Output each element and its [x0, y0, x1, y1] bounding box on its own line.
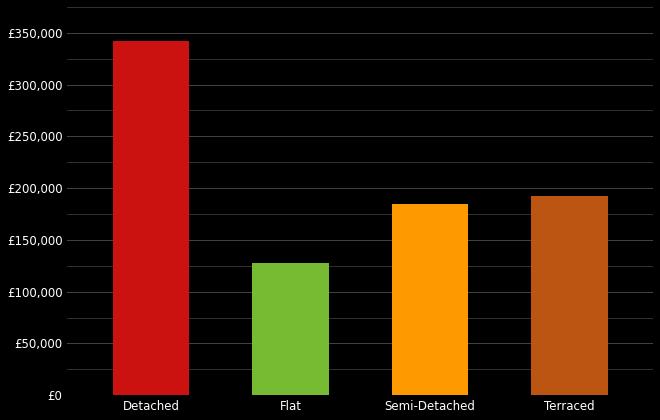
Bar — [252, 262, 329, 395]
Bar — [113, 41, 189, 395]
Bar — [391, 204, 469, 395]
Bar — [531, 197, 608, 395]
